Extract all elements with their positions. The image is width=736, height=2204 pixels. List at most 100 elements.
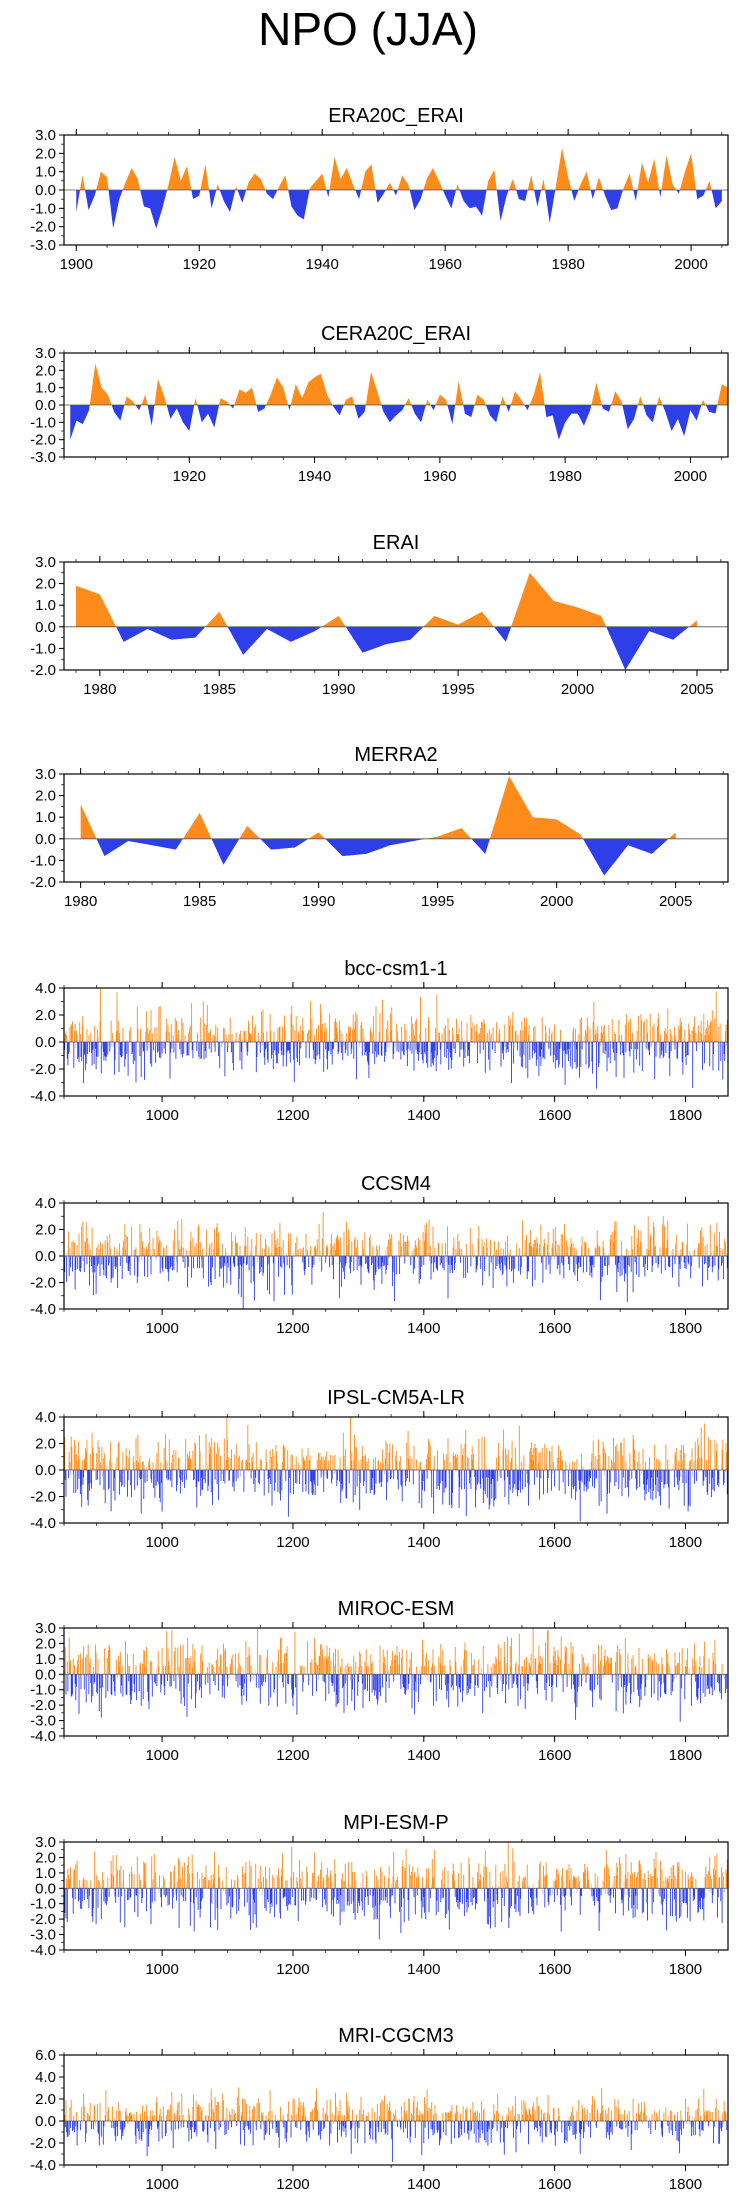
x-tick-label: 1920: [173, 468, 206, 485]
x-tick-label: 2005: [680, 681, 713, 698]
positive-area: [76, 147, 722, 190]
x-tick-label: 1200: [276, 1107, 309, 1124]
x-tick-label: 1990: [302, 893, 335, 910]
x-tick-label: 1940: [298, 468, 331, 485]
x-tick-label: 1000: [145, 1534, 178, 1551]
x-tick-label: 1800: [669, 1534, 702, 1551]
figure-title: NPO (JJA): [258, 3, 478, 55]
y-tick-label: 3.0: [35, 554, 56, 571]
x-tick-label: 1200: [276, 1534, 309, 1551]
plot-area: [64, 1417, 728, 1522]
y-tick-label: 1.0: [35, 380, 56, 397]
y-tick-label: 2.0: [35, 1007, 56, 1024]
y-tick-label: 2.0: [35, 1436, 56, 1453]
panel-title: IPSL-CM5A-LR: [327, 1387, 465, 1409]
y-tick-label: -1.0: [30, 414, 56, 431]
y-tick-label: 2.0: [35, 1635, 56, 1652]
x-tick-label: 1995: [441, 681, 474, 698]
negative-area: [75, 626, 697, 670]
panel-title: CERA20C_ERAI: [321, 323, 471, 345]
x-tick-label: 1000: [145, 1747, 178, 1764]
y-tick-label: -3.0: [30, 449, 56, 466]
x-tick-label: 1600: [538, 1107, 571, 1124]
y-tick-label: 1.0: [35, 809, 56, 826]
y-tick-label: 3.0: [35, 1620, 56, 1637]
x-tick-label: 1400: [407, 1320, 440, 1337]
y-tick-label: 2.0: [35, 1222, 56, 1239]
y-tick-label: 3.0: [35, 766, 56, 783]
positive-area: [75, 572, 697, 627]
y-tick-label: -2.0: [30, 219, 56, 236]
y-tick-label: 0.0: [35, 619, 56, 636]
y-tick-label: 2.0: [35, 362, 56, 379]
y-tick-label: -2.0: [30, 1275, 56, 1292]
plot-area: [64, 988, 728, 1089]
x-tick-label: 1985: [203, 681, 236, 698]
positive-area: [80, 776, 676, 839]
plot-area: [75, 572, 697, 670]
x-tick-label: 1990: [322, 681, 355, 698]
x-tick-label: 2000: [674, 468, 707, 485]
x-tick-label: 1600: [538, 1320, 571, 1337]
plot-frame: [63, 1627, 729, 1737]
x-tick-label: 1000: [145, 1320, 178, 1337]
x-tick-label: 1900: [60, 256, 93, 273]
y-tick-label: -1.0: [30, 1682, 56, 1699]
panel-2: CERA20C_ERAI 3.02.01.00.0-1.0-2.0-3.0 1920…: [30, 323, 729, 485]
plot-area: [76, 147, 722, 229]
y-tick-label: -2.0: [30, 432, 56, 449]
y-tick-label: -2.0: [30, 874, 56, 891]
panel-title: ERAI: [373, 532, 420, 554]
x-tick-label: 1200: [276, 1320, 309, 1337]
y-tick-label: 4.0: [35, 1195, 56, 1212]
y-tick-label: -4.0: [30, 1728, 56, 1745]
x-tick-label: 1940: [306, 256, 339, 273]
plot-area: [80, 776, 676, 876]
y-tick-label: -2.0: [30, 1697, 56, 1714]
y-tick-label: -4.0: [30, 1515, 56, 1532]
x-tick-label: 1800: [669, 1747, 702, 1764]
panel-title: MPI-ESM-P: [343, 1812, 449, 1834]
x-tick-label: 1995: [421, 893, 454, 910]
x-tick-label: 1800: [669, 1320, 702, 1337]
panel-7: IPSL-CM5A-LR 4.0 2.0 0.0 -2.0 -4.0 1000 1200 140…: [30, 1387, 729, 1551]
panel-4: MERRA2 3.0 2.0 1.0 0.0 -1.0 -2.0 1980 1985 1990 19…: [30, 744, 729, 910]
y-tick-label: -4.0: [30, 1301, 56, 1318]
y-tick-label: 0.0: [35, 1666, 56, 1683]
plot-area: [64, 1212, 728, 1309]
panel-title: MIROC-ESM: [338, 1598, 455, 1620]
x-tick-label: 1980: [83, 681, 116, 698]
y-tick-label: -4.0: [30, 1088, 56, 1105]
panel-3: ERAI 3.0 2.0 1.0 0.0 -1.0 -2.0 1980 1985 1990 1995…: [30, 532, 729, 698]
panel-title: bcc-csm1-1: [344, 958, 447, 980]
x-tick-label: 1960: [428, 256, 461, 273]
x-tick-label: 1400: [407, 1534, 440, 1551]
x-tick-label: 1200: [276, 1747, 309, 1764]
y-tick-label: -2.0: [30, 1061, 56, 1078]
x-tick-label: 2000: [561, 681, 594, 698]
x-tick-label: 1400: [407, 1747, 440, 1764]
x-tick-label: 2000: [674, 256, 707, 273]
y-tick-label: 3.0: [35, 127, 56, 144]
x-tick-label: 1000: [145, 1107, 178, 1124]
y-tick-label: -2.0: [30, 1489, 56, 1506]
panel-title: CCSM4: [361, 1173, 431, 1195]
panel-title: ERA20C_ERAI: [328, 105, 464, 127]
x-tick-label: 1400: [407, 1107, 440, 1124]
y-tick-label: -1.0: [30, 852, 56, 869]
y-tick-label: 4.0: [35, 980, 56, 997]
y-tick-label: 1.0: [35, 164, 56, 181]
panel-8: MIROC-ESM 3.02.01.00.0-1.0-2.0-3.0-4.0 100…: [30, 1598, 729, 1764]
y-tick-label: 2.0: [35, 145, 56, 162]
x-tick-label: 1920: [183, 256, 216, 273]
panel-9: MPI-ESM-P3.02.01.00.0-1.0-2.0-3.0-4.0100…: [30, 1812, 729, 1978]
y-tick-label: 2.0: [35, 576, 56, 593]
plot-frame: [63, 773, 729, 883]
y-tick-label: -1.0: [30, 640, 56, 657]
x-tick-label: 1800: [669, 1107, 702, 1124]
panel-6: CCSM4 4.0 2.0 0.0 -2.0 -4.0 1000 1200 1400 1600 18…: [30, 1173, 729, 1337]
y-tick-label: 0.0: [35, 1462, 56, 1479]
y-tick-label: -3.0: [30, 237, 56, 254]
